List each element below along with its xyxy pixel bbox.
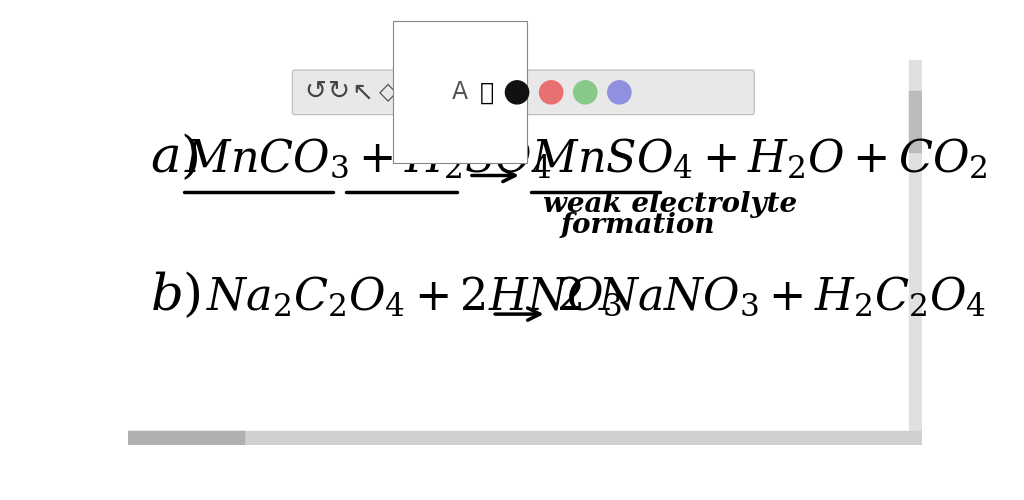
Bar xyxy=(909,91,922,152)
Text: formation: formation xyxy=(560,212,715,240)
Circle shape xyxy=(607,81,631,104)
Circle shape xyxy=(573,81,597,104)
Text: ▱: ▱ xyxy=(428,82,444,102)
Text: ✂: ✂ xyxy=(402,80,424,106)
Text: $a)$: $a)$ xyxy=(150,132,199,182)
Text: ↻: ↻ xyxy=(328,80,350,106)
Text: $MnCO_3+H_2SO_4$: $MnCO_3+H_2SO_4$ xyxy=(183,136,551,180)
Text: ↖: ↖ xyxy=(352,80,374,106)
FancyBboxPatch shape xyxy=(292,70,755,114)
Text: ◇: ◇ xyxy=(379,80,396,104)
Bar xyxy=(128,431,922,445)
Text: weak electrolyte: weak electrolyte xyxy=(543,192,797,218)
Text: $Na_2C_2O_4+2HNO_3$: $Na_2C_2O_4+2HNO_3$ xyxy=(206,275,622,320)
Text: $b)$: $b)$ xyxy=(150,270,201,322)
Text: A: A xyxy=(452,80,468,104)
Text: $MnSO_4+H_2O+CO_2$: $MnSO_4+H_2O+CO_2$ xyxy=(531,136,988,180)
Text: ↺: ↺ xyxy=(304,80,327,106)
Text: $2\ NaNO_3+H_2C_2O_4$: $2\ NaNO_3+H_2C_2O_4$ xyxy=(556,275,986,320)
Text: 🖼: 🖼 xyxy=(480,80,494,104)
Circle shape xyxy=(506,81,528,104)
Bar xyxy=(128,431,245,445)
Bar xyxy=(909,60,922,445)
Circle shape xyxy=(540,81,563,104)
